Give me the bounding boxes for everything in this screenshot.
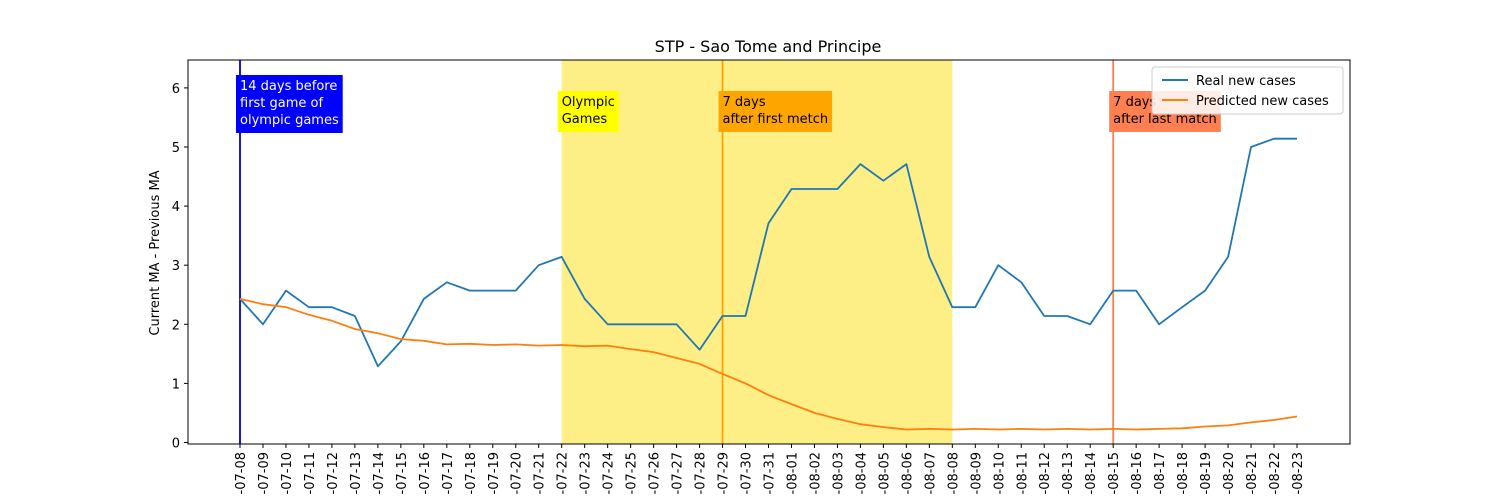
x-tick-label: -08-19 (1199, 452, 1214, 494)
x-tick-label: -08-01 (785, 452, 800, 494)
annotation-text: 7 days (1113, 95, 1156, 110)
x-tick-label: -08-13 (1061, 452, 1076, 494)
x-tick-label: -07-19 (487, 452, 502, 494)
x-tick-label: -07-28 (694, 452, 709, 494)
x-tick-label: -08-02 (808, 452, 823, 494)
x-tick-label: -08-17 (1153, 452, 1168, 494)
x-tick-label: -07-16 (418, 452, 433, 494)
annotation-text: olympic games (240, 113, 339, 128)
x-tick-label: -07-26 (648, 452, 663, 494)
x-tick-label: -07-10 (280, 452, 295, 494)
annotation-text: Games (562, 112, 608, 127)
x-tick-label: -07-20 (510, 452, 525, 494)
x-tick-label: -07-25 (625, 452, 640, 494)
x-tick-label: -07-08 (234, 452, 249, 494)
x-tick-label: -07-09 (257, 452, 272, 494)
y-tick-label: 3 (172, 259, 180, 274)
x-tick-label: -07-13 (349, 452, 364, 494)
x-tick-label: -08-06 (900, 452, 915, 494)
annotation-text: first game of (240, 96, 324, 111)
x-tick-label: -07-31 (763, 452, 778, 494)
x-tick-label: -08-12 (1038, 452, 1053, 494)
x-tick-label: -07-12 (326, 452, 341, 494)
x-tick-label: -07-23 (579, 452, 594, 494)
x-tick-label: -07-11 (303, 452, 318, 494)
legend-label-1: Predicted new cases (1196, 94, 1329, 109)
x-tick-label: -07-27 (671, 452, 686, 494)
annotation-text: 14 days before (240, 79, 337, 94)
annotation-1: Olympic Games (558, 91, 619, 132)
x-tick-label: -07-17 (441, 452, 456, 494)
x-tick-label: -08-05 (877, 452, 892, 494)
x-tick-label: -08-18 (1176, 452, 1191, 494)
x-tick-label: -08-23 (1291, 452, 1306, 494)
x-tick-label: -08-07 (923, 452, 938, 494)
x-tick-label: -08-04 (854, 452, 869, 494)
annotation-text: after first metch (723, 112, 829, 127)
y-tick-label: 1 (172, 377, 180, 392)
x-tick-label: -08-08 (946, 452, 961, 494)
x-tick-label: -07-18 (464, 452, 479, 494)
x-tick-label: -08-09 (969, 452, 984, 494)
legend-label-0: Real new cases (1196, 74, 1296, 89)
x-tick-label: -08-16 (1130, 452, 1145, 494)
x-tick-label: -07-21 (533, 452, 548, 494)
y-tick-label: 6 (172, 82, 180, 97)
x-tick-label: -07-14 (372, 452, 387, 494)
y-tick-label: 0 (172, 437, 180, 452)
annotation-2: 7 days after first metch (719, 91, 833, 132)
x-tick-label: -07-29 (717, 452, 732, 494)
x-tick-label: -08-20 (1222, 452, 1237, 494)
annotation-0: 14 days before first game of olympic games (236, 75, 343, 133)
annotation-text: 7 days (723, 95, 766, 110)
x-tick-label: -08-21 (1245, 452, 1260, 494)
x-tick-label: -08-15 (1107, 452, 1122, 494)
x-tick-label: -08-11 (1015, 452, 1030, 494)
legend: Real new cases Predicted new cases (1152, 67, 1343, 114)
x-tick-label: -07-15 (395, 452, 410, 494)
x-tick-label: -07-22 (556, 452, 571, 494)
chart-title: STP - Sao Tome and Principe (655, 37, 882, 56)
x-tick-label: -08-22 (1268, 452, 1283, 494)
y-tick-label: 2 (172, 318, 180, 333)
x-tick-label: -07-30 (740, 452, 755, 494)
y-axis-label: Current MA - Previous MA (148, 170, 163, 335)
y-tick-label: 5 (172, 141, 180, 156)
x-tick-label: -08-14 (1084, 452, 1099, 494)
x-tick-label: -08-03 (831, 452, 846, 494)
y-tick-label: 4 (172, 200, 180, 215)
x-tick-label: -07-24 (602, 452, 617, 494)
annotation-text: Olympic (562, 95, 615, 110)
x-tick-label: -08-10 (992, 452, 1007, 494)
